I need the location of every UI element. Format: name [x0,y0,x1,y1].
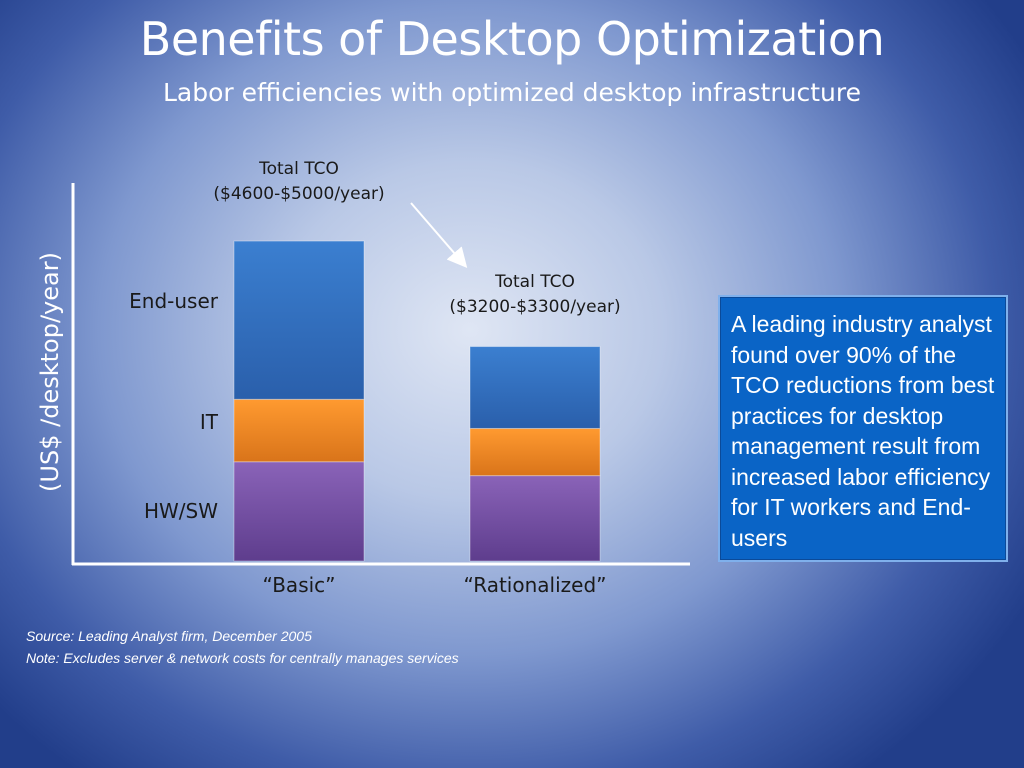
slide-subtitle: Labor efficiencies with optimized deskto… [163,78,861,107]
bar-segment-hw-sw-rationalized [469,475,601,562]
bar-segment-end-user-basic [233,240,365,400]
category-label-rationalized: “Rationalized” [464,573,607,597]
bar-segment-it-rationalized [469,427,601,477]
analyst-callout-box: A leading industry analyst found over 90… [718,295,1008,562]
total-tco-label-basic: Total TCO [258,159,339,179]
category-label-basic: “Basic” [262,573,335,597]
bar-segment-it-basic [233,398,365,463]
callout-text: A leading industry analyst found over 90… [731,311,995,551]
series-label-hw-sw: HW/SW [144,499,218,523]
footnotes: Source: Leading Analyst firm, December 2… [26,625,459,669]
slide-title: Benefits of Desktop Optimization [139,12,885,66]
y-axis-label: (US$ /desktop/year) [36,252,64,492]
reduction-arrow [410,202,468,269]
series-label-it: IT [200,410,219,434]
total-tco-range-rationalized: ($3200-$3300/year) [449,297,620,317]
total-tco-range-basic: ($4600-$5000/year) [213,184,384,204]
source-note: Source: Leading Analyst firm, December 2… [26,628,312,644]
bar-segment-end-user-rationalized [469,346,601,429]
bar-segment-hw-sw-basic [233,461,365,562]
exclusion-note: Note: Excludes server & network costs fo… [26,650,459,666]
series-label-end-user: End-user [129,289,219,313]
total-tco-label-rationalized: Total TCO [494,272,575,292]
